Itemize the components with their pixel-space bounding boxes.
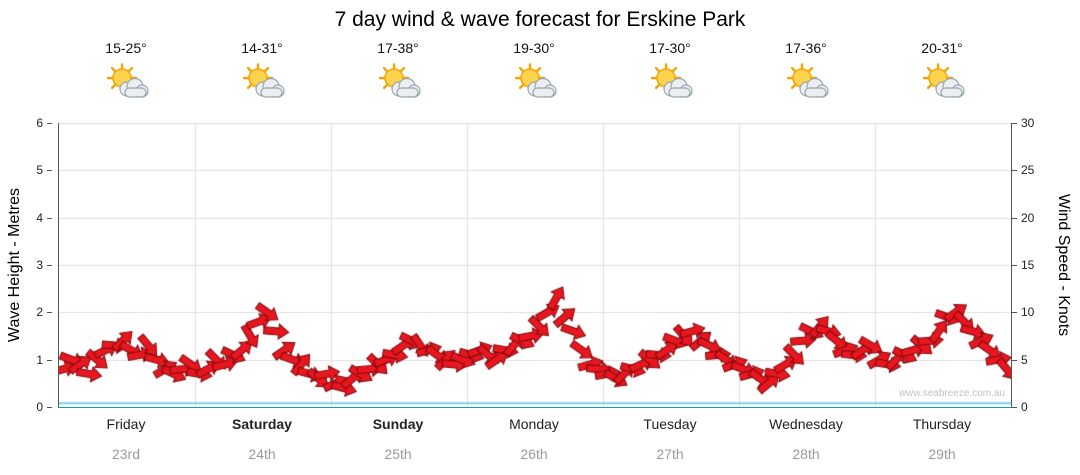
cloud [799,77,829,98]
day-name: Saturday [232,416,292,432]
day-name: Tuesday [643,416,697,432]
day-date: 28th [792,446,820,462]
day-label-thursday: Thursday 29th [874,416,1010,462]
wave-height-axis-title: Wave Height - Metres [6,187,23,343]
day-label-tuesday: Tuesday 27th [602,416,738,462]
right-axis-label: Wind Speed - Knots [1048,123,1078,407]
wind-tick-label: 15 [1011,258,1035,272]
day-date: 24th [248,446,276,462]
day-date: 27th [656,446,684,462]
day-header-sunday: 17-38° [330,40,466,103]
day-date: 23rd [111,446,141,462]
day-labels-row: Friday 23rd Saturday 24th Sunday 25th Monday 26… [58,416,1010,462]
cloud [935,77,965,98]
watermark: www.seabreeze.com.au [898,388,1005,399]
day-label-friday: Friday 23rd [58,416,194,462]
day-date: 25th [384,446,412,462]
temperature-range: 20-31° [921,40,963,56]
temperature-range: 19-30° [513,40,555,56]
temperature-range: 17-30° [649,40,691,56]
day-header-thursday: 20-31° [874,40,1010,103]
wind-tick-label: 0 [1012,400,1028,414]
day-date: 26th [520,446,548,462]
day-name: Friday [106,416,146,432]
cloud [255,77,285,98]
wind-tick-label: 5 [1012,352,1028,367]
day-header-saturday: 14-31° [194,40,330,103]
day-label-sunday: Sunday 25th [330,416,466,462]
wind-tick-label: 20 [1011,210,1035,225]
temperature-range: 14-31° [241,40,283,56]
cloud [663,77,693,98]
partly-cloudy-icon [378,63,421,98]
day-name: Thursday [912,416,972,432]
cloud [119,77,149,98]
day-header-monday: 19-30° [466,40,602,103]
wave-tick-label: 6 [36,116,52,130]
partly-cloudy-icon [514,63,557,98]
partly-cloudy-icon [922,63,965,98]
wave-tick-label: 0 [36,400,52,414]
page-title: 7 day wind & wave forecast for Erskine P… [334,8,746,31]
partly-cloudy-icon [786,63,829,98]
day-date: 29th [928,446,956,462]
day-label-wednesday: Wednesday 28th [738,416,874,462]
wave-tick-label: 5 [36,163,52,178]
day-header-wednesday: 17-36° [738,40,874,103]
wind-axis-ticks: 0 5 10 15 20 25 30 [1011,117,1038,413]
day-name: Wednesday [769,416,843,432]
day-name: Sunday [372,416,424,432]
wind-tick-label: 10 [1011,305,1035,320]
wind-tick-label: 25 [1011,163,1035,178]
wave-tick-label: 3 [36,258,52,272]
temperature-range: 17-38° [377,40,419,56]
temperature-range: 17-36° [785,40,827,56]
wind-arrows-canvas [59,123,1011,407]
cloud [527,77,557,98]
wave-tick-label: 2 [36,305,52,320]
day-header-tuesday: 17-30° [602,40,738,103]
partly-cloudy-icon [106,63,149,98]
day-label-saturday: Saturday 24th [194,416,330,462]
plot-area: www.seabreeze.com.au [58,123,1012,408]
wind-tick-label: 30 [1011,116,1035,130]
day-header-friday: 15-25° [58,40,194,103]
day-name: Monday [509,416,559,432]
cloud [391,77,421,98]
partly-cloudy-icon [650,63,693,98]
day-label-monday: Monday 26th [466,416,602,462]
day-headers-row: 15-25° 14-31° [58,40,1010,103]
wave-axis-ticks: 0 1 2 3 4 5 6 [26,117,52,413]
partly-cloudy-icon [242,63,285,98]
wave-tick-label: 4 [36,210,52,225]
temperature-range: 15-25° [105,40,147,56]
wave-tick-label: 1 [36,352,52,367]
wind-speed-axis-title: Wind Speed - Knots [1055,193,1072,337]
